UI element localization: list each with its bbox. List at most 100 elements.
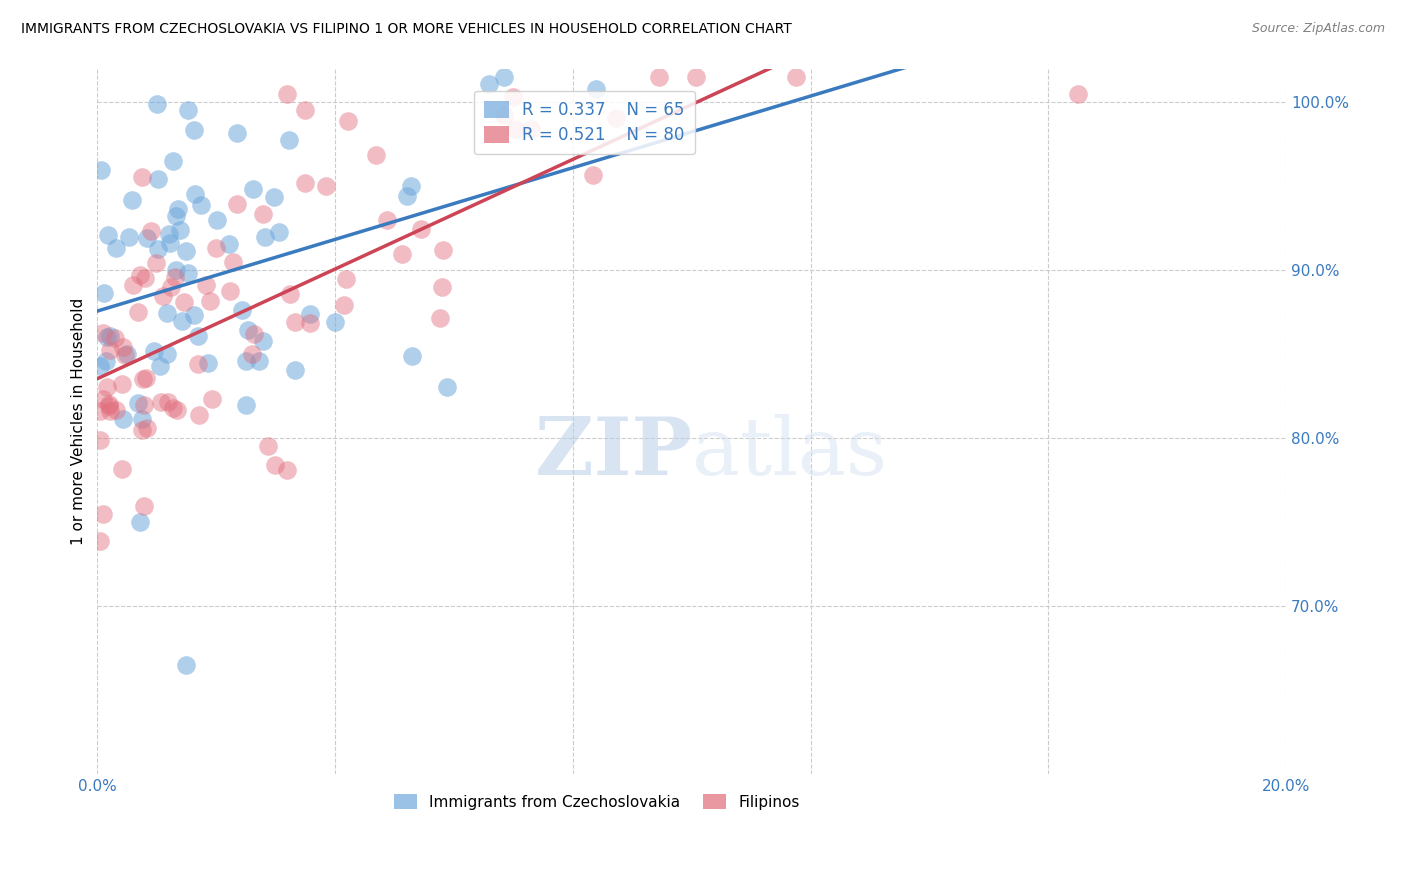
Point [152, 289, 174, 303]
Point [89, 404, 111, 418]
Point [299, 307, 322, 321]
Point [276, 87, 298, 101]
Point [235, 354, 257, 368]
Point [204, 241, 226, 255]
Point [252, 206, 274, 220]
Point [183, 308, 205, 322]
Point [96, 380, 118, 394]
Point [162, 401, 184, 415]
Point [242, 182, 264, 196]
Point [585, 82, 607, 96]
Point [163, 270, 186, 285]
Point [494, 108, 516, 122]
Point [494, 70, 516, 84]
Point [89, 433, 111, 447]
Point [150, 394, 173, 409]
Point [97, 228, 120, 243]
Point [132, 398, 155, 412]
Point [112, 412, 135, 426]
Point [91, 326, 114, 340]
Point [165, 209, 187, 223]
Point [112, 340, 135, 354]
Point [336, 113, 359, 128]
Point [267, 225, 290, 239]
Point [1067, 87, 1090, 101]
Point [105, 403, 128, 417]
Point [111, 461, 134, 475]
Point [409, 221, 432, 235]
Point [177, 266, 200, 280]
Text: ZIP: ZIP [534, 414, 692, 492]
Point [104, 331, 127, 345]
Point [165, 262, 187, 277]
Point [190, 197, 212, 211]
Point [391, 247, 413, 261]
Point [429, 311, 451, 326]
Point [436, 379, 458, 393]
Point [252, 334, 274, 348]
Point [114, 348, 136, 362]
Point [257, 439, 280, 453]
Point [207, 213, 229, 227]
Point [335, 272, 357, 286]
Point [127, 305, 149, 319]
Point [294, 176, 316, 190]
Point [276, 463, 298, 477]
Point [188, 408, 211, 422]
Point [169, 223, 191, 237]
Point [141, 224, 163, 238]
Point [166, 202, 188, 216]
Point [278, 286, 301, 301]
Point [121, 194, 143, 208]
Point [91, 507, 114, 521]
Point [166, 402, 188, 417]
Point [135, 230, 157, 244]
Y-axis label: 1 or more Vehicles in Household: 1 or more Vehicles in Household [72, 298, 86, 545]
Point [222, 254, 245, 268]
Point [432, 243, 454, 257]
Point [183, 122, 205, 136]
Point [91, 392, 114, 406]
Point [478, 78, 501, 92]
Legend: Immigrants from Czechoslovakia, Filipinos: Immigrants from Czechoslovakia, Filipino… [388, 788, 806, 816]
Point [157, 227, 180, 241]
Point [197, 356, 219, 370]
Text: IMMIGRANTS FROM CZECHOSLOVAKIA VS FILIPINO 1 OR MORE VEHICLES IN HOUSEHOLD CORRE: IMMIGRANTS FROM CZECHOSLOVAKIA VS FILIPI… [21, 22, 792, 37]
Point [284, 315, 307, 329]
Point [294, 103, 316, 117]
Point [235, 397, 257, 411]
Point [96, 354, 118, 368]
Point [323, 315, 346, 329]
Point [231, 303, 253, 318]
Point [242, 326, 264, 341]
Point [263, 190, 285, 204]
Point [264, 458, 287, 472]
Point [396, 189, 419, 203]
Point [218, 236, 240, 251]
Point [98, 403, 121, 417]
Point [226, 197, 249, 211]
Point [519, 121, 541, 136]
Point [284, 363, 307, 377]
Point [173, 295, 195, 310]
Point [177, 103, 200, 118]
Point [605, 111, 627, 125]
Point [111, 377, 134, 392]
Point [160, 280, 183, 294]
Point [240, 347, 263, 361]
Point [100, 343, 122, 357]
Point [247, 354, 270, 368]
Point [146, 96, 169, 111]
Point [172, 313, 194, 327]
Point [105, 241, 128, 255]
Point [90, 163, 112, 178]
Point [149, 359, 172, 373]
Point [129, 268, 152, 282]
Point [156, 306, 179, 320]
Point [97, 399, 120, 413]
Point [135, 421, 157, 435]
Text: atlas: atlas [692, 414, 887, 492]
Point [187, 329, 209, 343]
Point [299, 316, 322, 330]
Point [226, 126, 249, 140]
